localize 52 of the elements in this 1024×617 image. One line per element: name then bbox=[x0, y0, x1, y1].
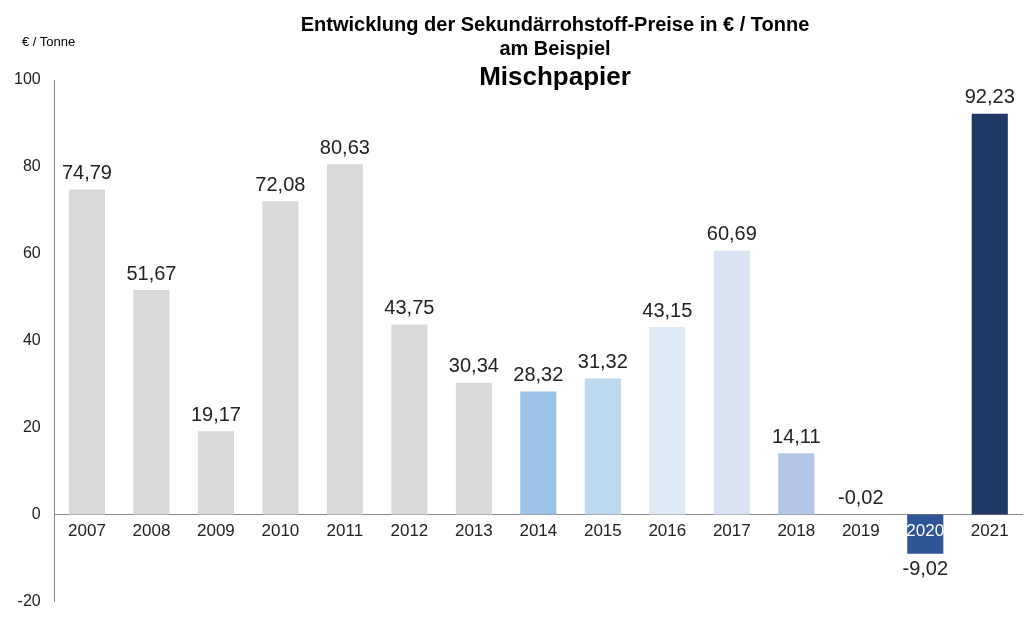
x-tick-label: 2021 bbox=[970, 520, 1009, 540]
y-tick-label: 0 bbox=[31, 504, 41, 522]
chart-subtitle: Mischpapier bbox=[478, 60, 632, 92]
bar bbox=[520, 391, 557, 515]
y-tick-label: 80 bbox=[22, 157, 41, 175]
y-tick-label: 20 bbox=[22, 418, 41, 436]
data-label: 51,67 bbox=[126, 261, 177, 284]
data-label: 92,23 bbox=[964, 85, 1015, 108]
bar bbox=[68, 189, 105, 515]
data-label: 43,15 bbox=[642, 298, 693, 321]
x-tick-label: 2011 bbox=[326, 520, 364, 540]
data-label: -9,02 bbox=[902, 557, 949, 580]
chart-title: Entwicklung der Sekundärrohstoff-Preise in € / Tonne am Beispiel bbox=[299, 12, 811, 60]
bar bbox=[971, 113, 1008, 515]
x-tick-label: 2015 bbox=[583, 520, 622, 540]
data-label: 80,63 bbox=[319, 135, 370, 158]
x-tick-label: 2014 bbox=[519, 520, 558, 540]
x-tick-label: 2013 bbox=[454, 520, 493, 540]
x-tick-label: 2008 bbox=[132, 520, 171, 540]
data-label: 74,79 bbox=[61, 161, 112, 184]
bar bbox=[713, 250, 750, 515]
x-tick-label: 2007 bbox=[68, 520, 106, 540]
data-label: 19,17 bbox=[190, 402, 241, 425]
bar bbox=[778, 453, 815, 515]
x-tick-label: 2009 bbox=[197, 520, 235, 540]
data-label: 60,69 bbox=[706, 222, 757, 245]
bar bbox=[391, 324, 428, 515]
y-tick-label: -20 bbox=[17, 591, 41, 609]
data-label: 28,32 bbox=[513, 362, 564, 385]
bar bbox=[326, 164, 363, 515]
x-tick-label: 2018 bbox=[777, 520, 816, 540]
x-tick-label: 2010 bbox=[261, 520, 300, 540]
data-label: 30,34 bbox=[448, 354, 499, 377]
data-label: -0,02 bbox=[837, 486, 884, 509]
bar bbox=[455, 382, 492, 515]
y-axis-title: € / Tonne bbox=[22, 34, 76, 49]
bar bbox=[197, 431, 234, 515]
y-tick-label: 100 bbox=[13, 70, 41, 88]
bar bbox=[262, 201, 299, 515]
bar bbox=[649, 327, 686, 515]
y-tick-label: 60 bbox=[22, 244, 41, 262]
bar bbox=[584, 378, 621, 515]
data-label: 14,11 bbox=[772, 424, 821, 447]
x-tick-label: 2017 bbox=[712, 520, 751, 540]
x-tick-label: 2016 bbox=[648, 520, 687, 540]
y-tick-label: 40 bbox=[22, 331, 41, 349]
x-tick-label: 2012 bbox=[390, 520, 429, 540]
data-label: 43,75 bbox=[384, 295, 435, 318]
data-label: 72,08 bbox=[255, 172, 306, 195]
bar bbox=[133, 289, 170, 515]
data-label: 31,32 bbox=[577, 349, 628, 372]
x-tick-label: 2019 bbox=[841, 520, 880, 540]
